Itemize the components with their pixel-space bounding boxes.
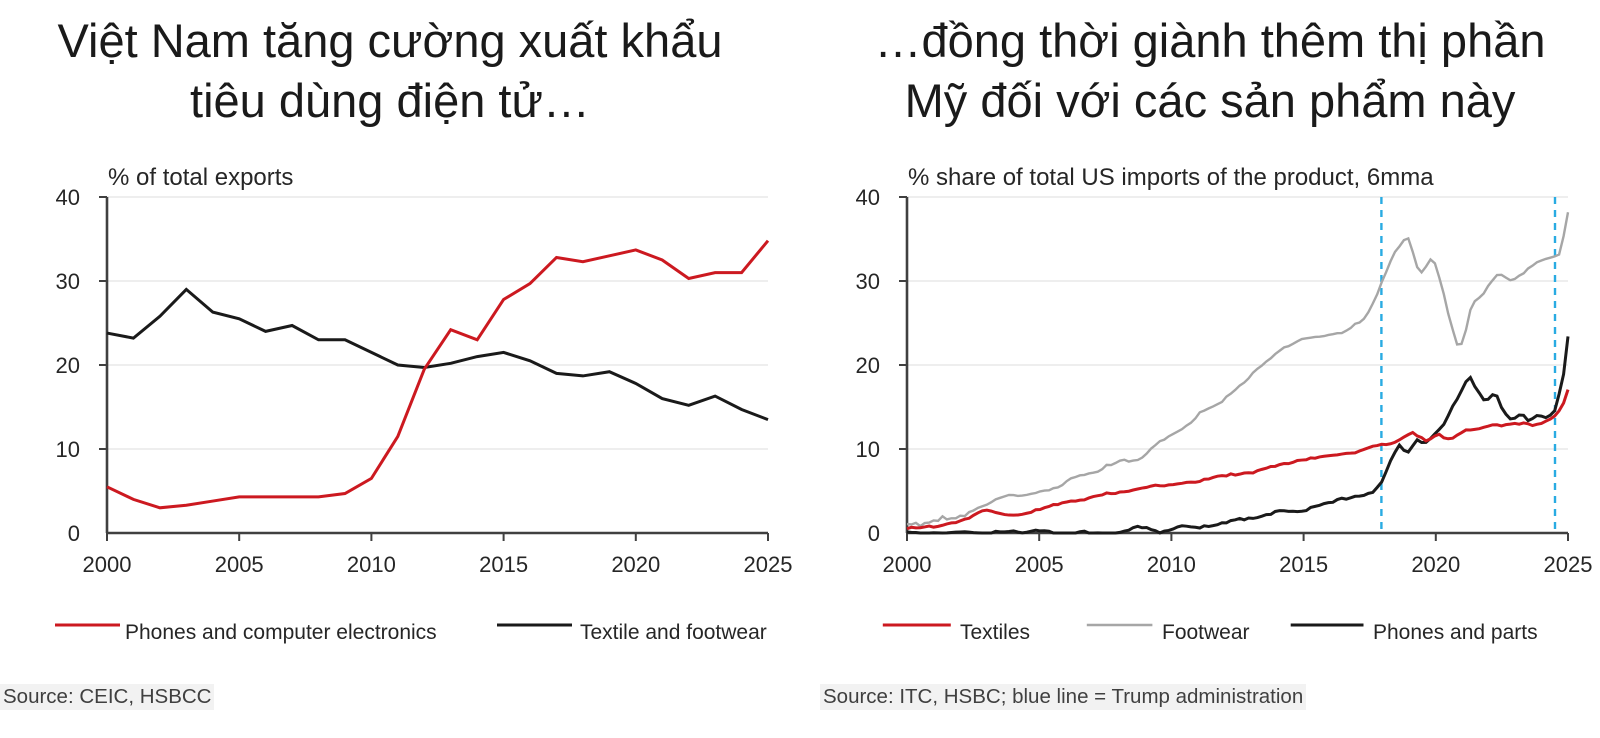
svg-text:2015: 2015	[479, 552, 528, 577]
svg-text:% share of total US imports of: % share of total US imports of the produ…	[908, 164, 1434, 191]
svg-text:2010: 2010	[347, 552, 396, 577]
svg-text:20: 20	[856, 353, 880, 378]
svg-text:2010: 2010	[1147, 552, 1196, 577]
svg-text:30: 30	[856, 269, 880, 294]
svg-text:Phones and computer electronic: Phones and computer electronics	[125, 621, 437, 644]
svg-text:30: 30	[56, 269, 80, 294]
svg-text:2015: 2015	[1279, 552, 1328, 577]
svg-text:2020: 2020	[611, 552, 660, 577]
svg-text:Phones and parts: Phones and parts	[1373, 621, 1538, 644]
svg-text:% of total exports: % of total exports	[108, 164, 293, 191]
svg-text:40: 40	[856, 185, 880, 210]
svg-text:2000: 2000	[83, 552, 132, 577]
svg-text:10: 10	[856, 437, 880, 462]
svg-text:20: 20	[56, 353, 80, 378]
svg-text:2005: 2005	[215, 552, 264, 577]
svg-text:Footwear: Footwear	[1162, 621, 1250, 644]
svg-text:2005: 2005	[1015, 552, 1064, 577]
svg-text:2000: 2000	[883, 552, 932, 577]
svg-text:10: 10	[56, 437, 80, 462]
svg-text:2020: 2020	[1411, 552, 1460, 577]
svg-text:Textiles: Textiles	[960, 621, 1030, 644]
svg-text:2025: 2025	[744, 552, 793, 577]
svg-text:0: 0	[868, 521, 880, 546]
svg-text:40: 40	[56, 185, 80, 210]
svg-text:2025: 2025	[1544, 552, 1593, 577]
svg-text:Textile and footwear: Textile and footwear	[580, 621, 767, 644]
svg-text:0: 0	[68, 521, 80, 546]
